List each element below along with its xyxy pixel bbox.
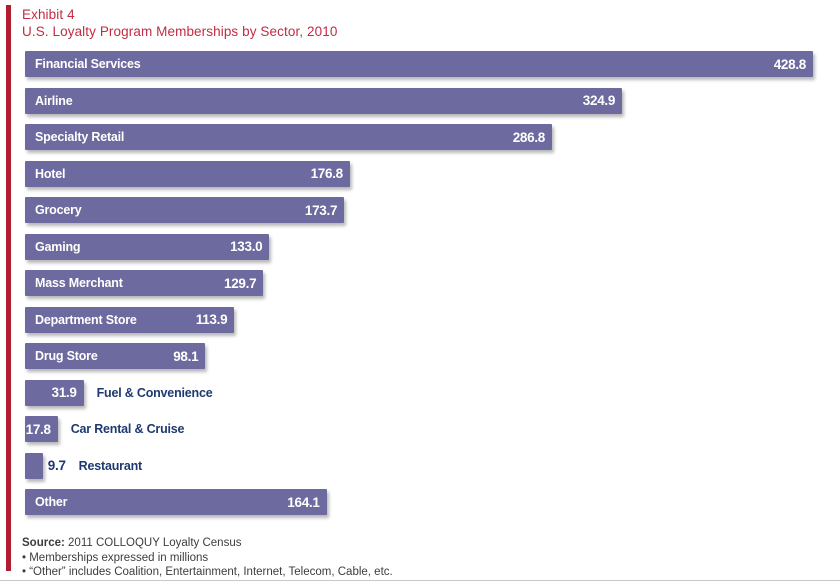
bar-value: 324.9 bbox=[582, 93, 616, 108]
content-area: Exhibit 4 U.S. Loyalty Program Membershi… bbox=[22, 6, 840, 580]
chart-title: U.S. Loyalty Program Memberships by Sect… bbox=[22, 24, 338, 39]
exhibit-label: Exhibit 4 bbox=[22, 7, 75, 22]
bar-airline: Airline 324.9 bbox=[25, 87, 623, 114]
bar-value: 286.8 bbox=[512, 129, 546, 145]
bar-value: 129.7 bbox=[224, 275, 257, 291]
bar-label: Drug Store bbox=[35, 349, 98, 363]
bar-grocery: Grocery 173.7 bbox=[25, 197, 345, 223]
bar-fuel-convenience: 31.9 bbox=[25, 379, 84, 406]
bar-department-store: Department Store 113.9 bbox=[25, 306, 235, 333]
bar-row-drug-store: Drug Store 98.1 bbox=[25, 343, 840, 369]
bar-chart: Financial Services 428.8 Airline 324.9 Speci… bbox=[25, 51, 840, 515]
bar-label: Fuel & Convenience bbox=[96, 385, 213, 400]
bar-label: Mass Merchant bbox=[35, 276, 123, 290]
bar-row-department-store: Department Store 113.9 bbox=[25, 306, 840, 333]
bar-restaurant bbox=[25, 452, 43, 479]
left-accent-rule bbox=[6, 5, 11, 571]
bar-value: 133.0 bbox=[230, 239, 263, 254]
bar-hotel: Hotel 176.8 bbox=[25, 160, 350, 187]
bar-label: Gaming bbox=[35, 239, 81, 254]
source-text: 2011 COLLOQUY Loyalty Census bbox=[68, 537, 242, 549]
bar-financial-services: Financial Services 428.8 bbox=[25, 51, 813, 77]
bar-value: 9.7 bbox=[47, 458, 66, 473]
bar-label: Restaurant bbox=[78, 458, 142, 473]
bar-value: 173.7 bbox=[304, 202, 338, 218]
title-block: Exhibit 4 U.S. Loyalty Program Membershi… bbox=[22, 6, 840, 40]
bar-row-fuel-convenience: 31.9 Fuel & Convenience bbox=[25, 379, 840, 406]
footer-notes: Source: 2011 COLLOQUY Loyalty Census • M… bbox=[22, 536, 840, 580]
bar-row-car-rental-cruise: 17.8 Car Rental & Cruise bbox=[25, 416, 840, 442]
bar-value: 113.9 bbox=[195, 312, 228, 327]
source-label: Source: bbox=[22, 537, 65, 549]
bar-label: Financial Services bbox=[35, 57, 141, 71]
bar-row-specialty-retail: Specialty Retail 286.8 bbox=[25, 124, 840, 150]
bar-row-mass-merchant: Mass Merchant 129.7 bbox=[25, 270, 840, 296]
bar-value: 164.1 bbox=[287, 494, 320, 510]
bar-row-grocery: Grocery 173.7 bbox=[25, 197, 840, 223]
bar-label: Car Rental & Cruise bbox=[70, 422, 185, 436]
bar-row-other: Other 164.1 bbox=[25, 489, 840, 515]
bar-label: Airline bbox=[35, 93, 73, 108]
bar-mass-merchant: Mass Merchant 129.7 bbox=[25, 270, 264, 296]
bar-car-rental-cruise: 17.8 bbox=[25, 416, 58, 442]
bar-row-financial-services: Financial Services 428.8 bbox=[25, 51, 840, 77]
bar-label: Grocery bbox=[35, 203, 82, 217]
footnote: • Memberships expressed in millions bbox=[22, 551, 209, 564]
bar-other: Other 164.1 bbox=[25, 489, 327, 515]
bar-specialty-retail: Specialty Retail 286.8 bbox=[25, 124, 552, 150]
bar-drug-store: Drug Store 98.1 bbox=[25, 343, 206, 369]
bar-gaming: Gaming 133.0 bbox=[25, 233, 270, 260]
bar-value: 17.8 bbox=[25, 421, 51, 437]
bar-label: Other bbox=[35, 495, 68, 509]
bar-value: 98.1 bbox=[173, 348, 199, 364]
bar-value: 176.8 bbox=[310, 166, 344, 181]
bar-row-gaming: Gaming 133.0 bbox=[25, 233, 840, 260]
footnote: • “Other” includes Coalition, Entertainm… bbox=[22, 566, 393, 578]
source-line: Source: 2011 COLLOQUY Loyalty Census bbox=[22, 536, 840, 551]
bar-label: Specialty Retail bbox=[35, 130, 125, 144]
bar-row-restaurant: 9.7 Restaurant bbox=[25, 452, 840, 479]
bar-row-airline: Airline 324.9 bbox=[25, 87, 840, 114]
bar-label: Hotel bbox=[35, 166, 66, 181]
bar-label: Department Store bbox=[35, 312, 137, 327]
bar-value: 428.8 bbox=[773, 56, 807, 72]
bar-value: 31.9 bbox=[51, 385, 77, 400]
bar-row-hotel: Hotel 176.8 bbox=[25, 160, 840, 187]
